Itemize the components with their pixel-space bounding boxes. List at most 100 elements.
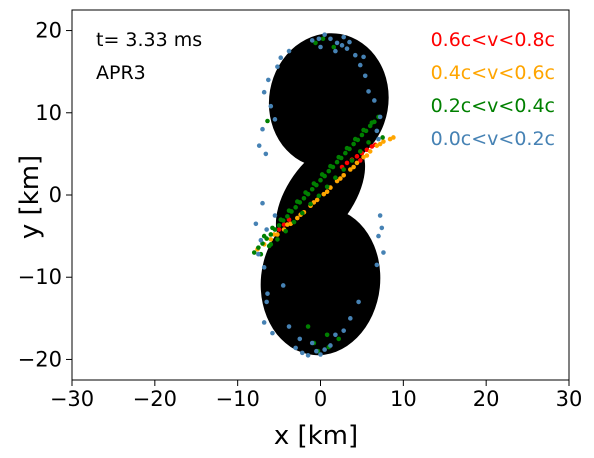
data-point — [322, 32, 327, 37]
data-point — [343, 150, 348, 156]
data-point — [351, 164, 356, 170]
data-point — [354, 160, 360, 166]
data-point — [356, 299, 361, 305]
data-point — [314, 197, 320, 203]
y-tick-label: 20 — [35, 19, 62, 43]
data-point — [270, 225, 275, 231]
data-point — [357, 62, 363, 68]
data-point — [272, 117, 278, 122]
data-point — [377, 141, 383, 147]
x-tick-label: −30 — [50, 387, 94, 411]
data-point — [334, 40, 340, 46]
data-point — [295, 215, 300, 221]
x-tick-label: 20 — [473, 387, 500, 411]
data-point — [366, 89, 371, 94]
scatter-points — [251, 32, 396, 358]
data-point — [264, 299, 269, 305]
data-point — [366, 140, 371, 145]
data-point — [318, 44, 323, 50]
data-point — [369, 120, 375, 125]
data-point — [361, 54, 366, 60]
data-point — [286, 208, 292, 213]
data-point — [344, 46, 350, 51]
data-point — [318, 352, 323, 357]
data-point — [305, 353, 311, 358]
data-point — [276, 223, 282, 228]
data-point — [357, 149, 363, 154]
data-point — [344, 145, 350, 151]
legend-entry-0.0-0.2c: 0.0c<v<0.2c — [431, 128, 555, 150]
series-0.0c<v<0.2c — [253, 32, 386, 358]
data-point — [256, 251, 261, 257]
data-point — [265, 118, 270, 124]
eos-annotation: APR3 — [96, 62, 146, 84]
data-point — [328, 163, 333, 169]
data-point — [341, 172, 346, 178]
data-point — [336, 336, 342, 342]
data-point — [362, 73, 368, 79]
data-point — [299, 210, 305, 216]
data-point — [314, 348, 319, 354]
data-point — [320, 36, 326, 42]
data-point — [357, 158, 363, 163]
data-point — [380, 135, 385, 140]
data-point — [321, 191, 327, 197]
data-point — [324, 184, 330, 190]
data-point — [376, 233, 381, 239]
data-point — [278, 217, 284, 222]
data-point — [328, 343, 333, 348]
data-point — [376, 136, 381, 142]
data-point — [251, 250, 257, 255]
data-point — [313, 40, 318, 46]
data-point — [272, 213, 278, 218]
data-point — [372, 98, 377, 103]
data-point — [263, 151, 269, 157]
data-point — [344, 160, 350, 166]
data-point — [318, 177, 323, 183]
data-point — [341, 167, 346, 172]
data-point — [265, 291, 270, 296]
data-point — [309, 340, 315, 346]
data-point — [348, 316, 353, 321]
data-point — [280, 283, 286, 288]
x-tick-label: 0 — [314, 387, 327, 411]
data-point — [311, 181, 317, 186]
data-point — [341, 34, 346, 40]
y-tick-label: −10 — [18, 265, 62, 289]
data-point — [328, 36, 333, 42]
data-point — [285, 214, 290, 219]
data-point — [349, 158, 355, 163]
data-point — [281, 222, 287, 227]
x-tick-label: −20 — [133, 387, 177, 411]
data-point — [270, 330, 275, 336]
data-point — [271, 232, 277, 237]
data-point — [260, 200, 265, 206]
data-point — [268, 237, 274, 242]
data-point — [266, 77, 271, 83]
series-0.2c<v<0.4c — [251, 36, 385, 354]
data-point — [268, 232, 274, 237]
data-point — [331, 44, 337, 50]
data-point — [261, 233, 267, 239]
data-point — [275, 237, 280, 242]
data-point — [275, 64, 280, 70]
time-annotation: t= 3.33 ms — [96, 29, 202, 51]
data-point — [333, 48, 338, 54]
data-point — [348, 167, 353, 172]
data-point — [291, 219, 297, 225]
data-point — [309, 38, 315, 43]
data-point — [374, 262, 380, 268]
data-point — [293, 345, 298, 351]
data-point — [303, 190, 308, 195]
data-point — [276, 227, 282, 232]
data-point — [268, 242, 274, 247]
data-point — [339, 43, 345, 48]
data-point — [338, 176, 343, 181]
data-point — [261, 265, 267, 270]
data-point — [268, 103, 274, 109]
data-point — [316, 193, 322, 199]
data-point — [367, 149, 373, 154]
data-point — [319, 172, 325, 177]
data-point — [278, 55, 284, 60]
